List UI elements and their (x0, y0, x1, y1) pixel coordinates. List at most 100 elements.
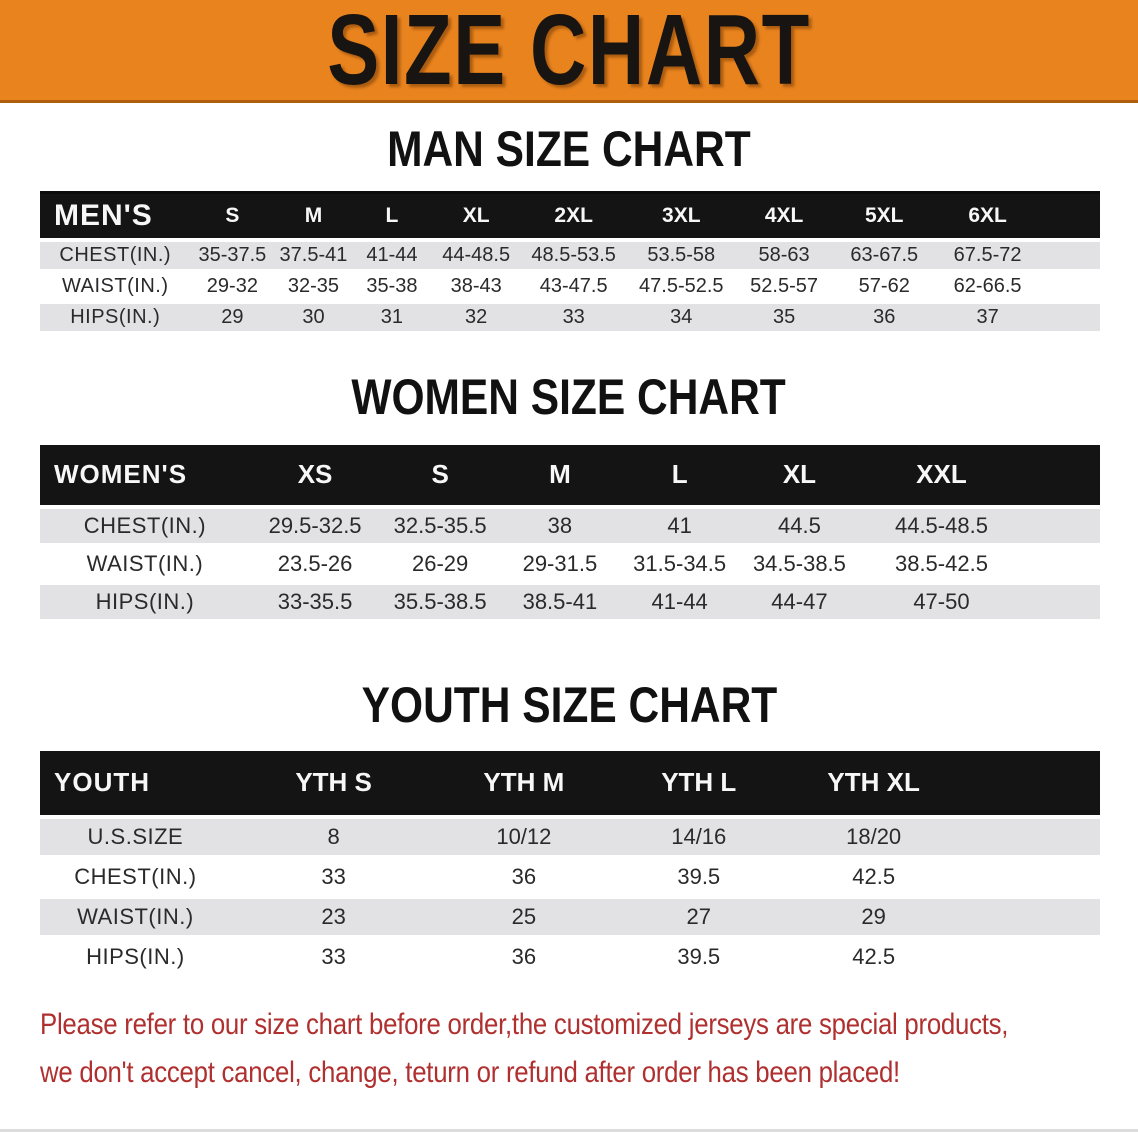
size-value: 35-37.5 (190, 239, 275, 273)
size-value: 29 (786, 896, 962, 939)
youth-size-col: YTH XL (786, 750, 962, 819)
women-header-filler (1023, 444, 1100, 509)
row-label: HIPS(IN.) (40, 582, 250, 623)
row-label: WAIST(IN.) (40, 544, 250, 585)
men-size-col: 5XL (831, 191, 937, 242)
women-size-col: S (380, 444, 501, 509)
row-filler (1038, 239, 1100, 273)
size-value: 36 (831, 301, 937, 335)
row-label: CHEST(IN.) (40, 856, 231, 899)
youth-size-table: YOUTH YTH S YTH M YTH L YTH XL U.S.SIZE … (40, 750, 1100, 979)
size-value: 41-44 (352, 239, 432, 273)
men-waist-row: WAIST(IN.) 29-32 32-35 35-38 38-43 43-47… (40, 270, 1100, 304)
size-value: 35-38 (352, 270, 432, 304)
youth-header-row: YOUTH YTH S YTH M YTH L YTH XL (40, 750, 1100, 819)
men-header-filler (1038, 191, 1100, 242)
size-value: 33-35.5 (249, 582, 381, 623)
men-header-row: MEN'S S M L XL 2XL 3XL 4XL 5XL 6XL (40, 191, 1100, 242)
size-value: 34.5-38.5 (739, 544, 860, 585)
size-value: 33 (230, 936, 437, 979)
youth-section-heading-text: YOUTH SIZE CHART (361, 676, 777, 733)
men-size-table: MEN'S S M L XL 2XL 3XL 4XL 5XL 6XL CHEST… (40, 191, 1100, 335)
row-label: CHEST(IN.) (40, 506, 250, 547)
size-value: 35 (736, 301, 832, 335)
size-value: 41-44 (619, 582, 740, 623)
row-filler (1023, 544, 1100, 585)
women-table-title: WOMEN'S (40, 444, 250, 509)
row-filler (1038, 301, 1100, 335)
size-value: 10/12 (436, 816, 612, 859)
row-filler (1023, 506, 1100, 547)
row-filler (961, 936, 1100, 979)
size-value: 29-32 (190, 270, 275, 304)
size-value: 34 (626, 301, 737, 335)
size-value: 29-31.5 (500, 544, 620, 585)
size-value: 32.5-35.5 (380, 506, 501, 547)
size-value: 62-66.5 (936, 270, 1039, 304)
size-value: 31.5-34.5 (619, 544, 740, 585)
size-value: 53.5-58 (626, 239, 737, 273)
size-value: 14/16 (611, 816, 787, 859)
size-value: 63-67.5 (831, 239, 937, 273)
row-label: HIPS(IN.) (40, 936, 231, 979)
disclaimer-note: Please refer to our size chart before or… (40, 1001, 1138, 1097)
disclaimer-line-2: we don't accept cancel, change, teturn o… (40, 1055, 900, 1089)
youth-size-col: YTH M (436, 750, 612, 819)
size-value: 48.5-53.5 (521, 239, 627, 273)
women-header-row: WOMEN'S XS S M L XL XXL (40, 444, 1100, 509)
row-label: HIPS(IN.) (40, 301, 191, 335)
youth-header-filler (961, 750, 1100, 819)
men-section-heading: MAN SIZE CHART (0, 123, 1138, 175)
size-value: 32 (431, 301, 522, 335)
women-size-col: XL (739, 444, 860, 509)
row-filler (961, 896, 1100, 939)
row-label: WAIST(IN.) (40, 896, 231, 939)
size-value: 32-35 (274, 270, 353, 304)
men-size-col: 6XL (936, 191, 1039, 242)
size-value: 23.5-26 (249, 544, 381, 585)
youth-section-heading: YOUTH SIZE CHART (0, 679, 1138, 731)
size-chart-banner: SIZE CHART (0, 0, 1138, 103)
women-size-col: M (500, 444, 620, 509)
men-size-col: 3XL (626, 191, 737, 242)
size-value: 36 (436, 936, 612, 979)
women-size-col: XS (249, 444, 381, 509)
size-value: 47-50 (859, 582, 1024, 623)
size-value: 30 (274, 301, 353, 335)
size-value: 47.5-52.5 (626, 270, 737, 304)
women-chest-row: CHEST(IN.) 29.5-32.5 32.5-35.5 38 41 44.… (40, 506, 1100, 547)
size-value: 41 (619, 506, 740, 547)
size-value: 38.5-42.5 (859, 544, 1024, 585)
size-value: 29 (190, 301, 275, 335)
men-table-title: MEN'S (40, 191, 191, 242)
men-hips-row: HIPS(IN.) 29 30 31 32 33 34 35 36 37 (40, 301, 1100, 335)
size-value: 52.5-57 (736, 270, 832, 304)
size-value: 39.5 (611, 856, 787, 899)
size-value: 8 (230, 816, 437, 859)
men-size-col: 4XL (736, 191, 832, 242)
size-value: 42.5 (786, 856, 962, 899)
size-value: 26-29 (380, 544, 501, 585)
size-value: 31 (352, 301, 432, 335)
banner-title: SIZE CHART (327, 0, 811, 106)
size-value: 35.5-38.5 (380, 582, 501, 623)
row-label: U.S.SIZE (40, 816, 231, 859)
youth-chest-row: CHEST(IN.) 33 36 39.5 42.5 (40, 856, 1100, 899)
women-hips-row: HIPS(IN.) 33-35.5 35.5-38.5 38.5-41 41-4… (40, 582, 1100, 623)
men-size-col: S (190, 191, 275, 242)
row-label: CHEST(IN.) (40, 239, 191, 273)
size-value: 43-47.5 (521, 270, 627, 304)
size-value: 37 (936, 301, 1039, 335)
size-value: 38-43 (431, 270, 522, 304)
size-value: 38.5-41 (500, 582, 620, 623)
size-value: 37.5-41 (274, 239, 353, 273)
size-value: 44.5-48.5 (859, 506, 1024, 547)
size-value: 25 (436, 896, 612, 939)
size-value: 29.5-32.5 (249, 506, 381, 547)
size-value: 44.5 (739, 506, 860, 547)
size-value: 38 (500, 506, 620, 547)
men-size-col: XL (431, 191, 522, 242)
size-value: 36 (436, 856, 612, 899)
row-filler (1038, 270, 1100, 304)
women-size-col: XXL (859, 444, 1024, 509)
